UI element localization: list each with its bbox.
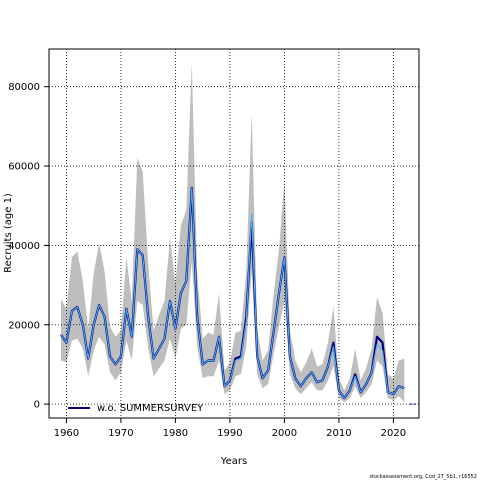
x-tick-label: 1970 <box>108 428 133 439</box>
confidence-band-layer <box>61 62 405 403</box>
x-tick-label: 1990 <box>217 428 242 439</box>
legend: w.o. SUMMERSURVEY <box>68 403 204 414</box>
x-axis-title: Years <box>220 456 247 467</box>
series-line-1 <box>60 187 405 399</box>
confidence-band <box>61 62 405 403</box>
y-axis-title: Recruits (age 1) <box>3 193 14 273</box>
y-tick-label: 0 <box>34 400 40 411</box>
x-tick-label: 1960 <box>54 428 79 439</box>
x-tick-label: 2000 <box>272 428 297 439</box>
series-layer <box>60 186 418 405</box>
y-tick-label: 40000 <box>8 241 40 252</box>
legend-label: w.o. SUMMERSURVEY <box>97 403 204 414</box>
x-tick-label: 1980 <box>163 428 188 439</box>
x-tick-label: 2010 <box>326 428 351 439</box>
y-tick-label: 60000 <box>8 162 40 173</box>
plot-frame <box>48 48 420 419</box>
y-tick-label: 80000 <box>8 82 40 93</box>
axis-layer: 1960 1970 1980 1990 2000 2010 2020 0 20000 40000 6… <box>8 82 406 439</box>
y-tick-label: 20000 <box>8 320 40 331</box>
x-tick-label: 2020 <box>381 428 406 439</box>
credit-text: stockassessment.org, Cod_27_5b1, r16552 <box>369 474 477 480</box>
